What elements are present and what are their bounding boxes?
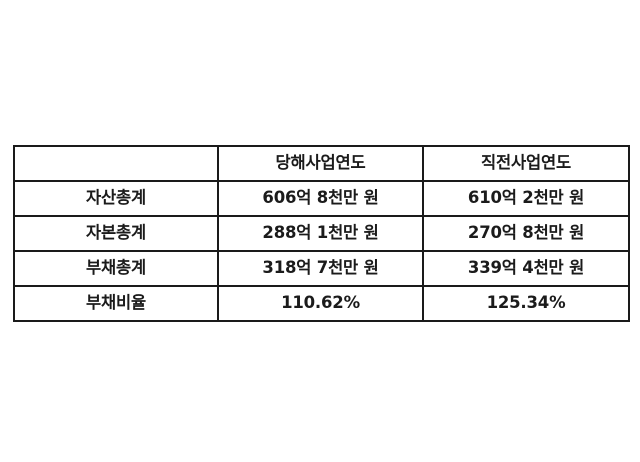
column-header-previous-year: 직전사업연도	[422, 145, 630, 182]
row-label-total-assets: 자산총계	[13, 180, 219, 217]
table-row: 부채비율 110.62% 125.34%	[13, 285, 630, 322]
cell-total-liabilities-current: 318억 7천만 원	[217, 250, 424, 287]
row-label-total-equity: 자본총계	[13, 215, 219, 252]
row-label-total-liabilities: 부채총계	[13, 250, 219, 287]
financial-summary-table-container: 당해사업연도 직전사업연도 자산총계 606억 8천만 원 610억 2천만 원…	[13, 145, 630, 322]
financial-summary-table: 당해사업연도 직전사업연도 자산총계 606억 8천만 원 610억 2천만 원…	[13, 145, 630, 322]
cell-total-equity-current: 288억 1천만 원	[217, 215, 424, 252]
cell-total-liabilities-previous: 339억 4천만 원	[422, 250, 630, 287]
table-row: 부채총계 318억 7천만 원 339억 4천만 원	[13, 250, 630, 287]
cell-total-equity-previous: 270억 8천만 원	[422, 215, 630, 252]
cell-debt-ratio-current: 110.62%	[217, 285, 424, 322]
column-header-current-year: 당해사업연도	[217, 145, 424, 182]
table-header-row: 당해사업연도 직전사업연도	[13, 145, 630, 182]
table-row: 자본총계 288억 1천만 원 270억 8천만 원	[13, 215, 630, 252]
table-corner-cell	[13, 145, 219, 182]
cell-total-assets-current: 606억 8천만 원	[217, 180, 424, 217]
row-label-debt-ratio: 부채비율	[13, 285, 219, 322]
cell-total-assets-previous: 610억 2천만 원	[422, 180, 630, 217]
cell-debt-ratio-previous: 125.34%	[422, 285, 630, 322]
table-row: 자산총계 606억 8천만 원 610억 2천만 원	[13, 180, 630, 217]
